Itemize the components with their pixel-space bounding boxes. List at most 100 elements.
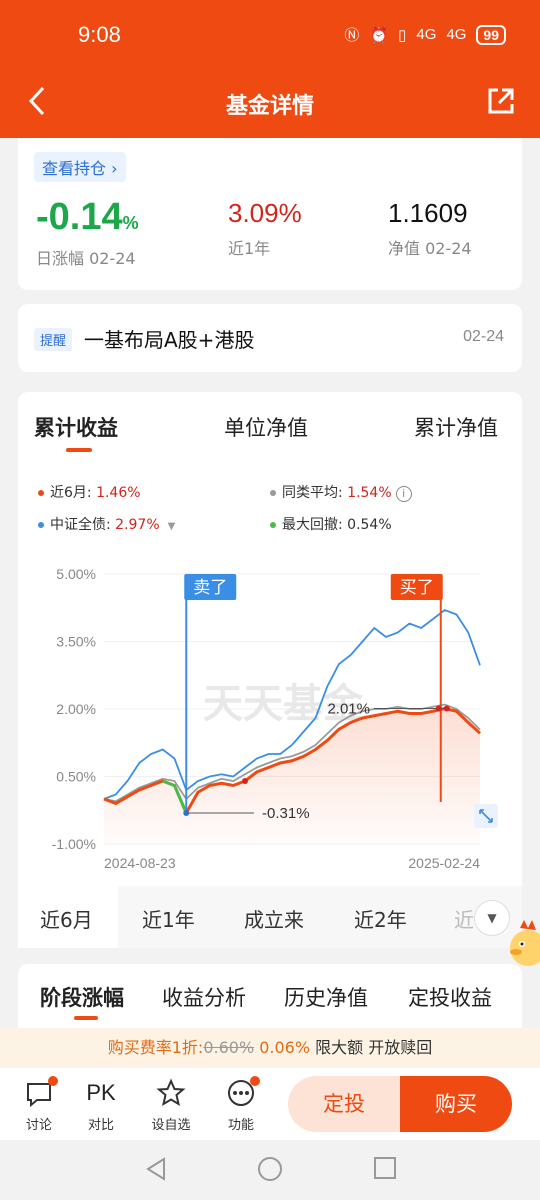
nav-label: 净值 02-24	[388, 239, 472, 258]
chart-tabs: 累计收益 单位净值 累计净值	[18, 412, 522, 452]
chevron-down-icon[interactable]: ▼	[474, 900, 510, 936]
back-triangle-icon[interactable]	[144, 1156, 168, 1182]
legend-value: 1.46%	[96, 485, 141, 501]
x-tick-label: 2024-08-23	[104, 855, 176, 871]
period-more[interactable]: 近	[454, 908, 474, 932]
status-time: 9:08	[78, 22, 121, 47]
home-circle-icon[interactable]	[257, 1156, 283, 1182]
fee-original: 0.60%	[203, 1038, 255, 1057]
function-label: 功能	[227, 1118, 254, 1133]
year-return-label: 近1年	[228, 239, 271, 258]
back-icon[interactable]	[28, 84, 46, 126]
fee-label: 购买费率1折:	[107, 1038, 204, 1057]
max-label: 2.01%	[327, 701, 370, 718]
tab-cumulative-return[interactable]: 累计收益	[34, 416, 118, 440]
tab-investment-plan-return[interactable]: 定投收益	[408, 986, 492, 1010]
nav-bar: 基金详情	[0, 70, 540, 138]
legend-fund: 近6月: 1.46%	[38, 482, 141, 502]
reminder-date: 02-24	[463, 328, 504, 345]
function-button[interactable]: 功能	[216, 1076, 266, 1133]
min-point	[183, 809, 190, 816]
reminder-card[interactable]: 提醒 一基布局A股+港股 02-24	[18, 304, 522, 372]
watch-label: 设自选	[151, 1118, 191, 1133]
fee-bar: 购买费率1折:0.60% 0.06% 限大额 开放赎回	[0, 1028, 540, 1068]
signal-icon: 4G	[416, 26, 437, 43]
tab-unit-nav[interactable]: 单位净值	[224, 416, 308, 440]
period-active-bg	[18, 886, 118, 948]
chart-watermark: 天天基金	[203, 681, 364, 727]
tab-underline	[66, 448, 92, 452]
period-since-inception[interactable]: 成立来	[244, 908, 304, 932]
info-icon[interactable]: i	[395, 486, 412, 502]
day-change-value: -0.14	[36, 196, 123, 238]
reminder-text: 一基布局A股+港股	[84, 328, 255, 352]
add-watchlist-button[interactable]: 设自选	[146, 1076, 196, 1133]
view-holdings-button[interactable]: 查看持仓 ›	[34, 152, 126, 182]
auto-invest-button[interactable]: 定投	[288, 1076, 400, 1132]
notification-dot	[48, 1076, 58, 1086]
tab-stage-return[interactable]: 阶段涨幅	[40, 986, 124, 1010]
pk-icon: PK	[86, 1080, 116, 1105]
nfc-icon: Ⓝ	[344, 27, 360, 44]
more-icon	[216, 1076, 266, 1110]
chat-icon	[14, 1076, 64, 1110]
y-tick-label: 3.50%	[56, 634, 96, 650]
legend-label: 最大回撤:	[282, 517, 348, 533]
system-nav-bar	[0, 1140, 540, 1200]
alarm-icon: ⏰	[369, 26, 389, 44]
reminder-tag: 提醒	[34, 328, 73, 351]
legend-dot	[270, 522, 276, 528]
max-point	[443, 705, 450, 712]
notification-dot	[250, 1076, 260, 1086]
legend-dot	[38, 490, 44, 496]
status-icons: Ⓝ ⏰ ▯ 4G 4G 99	[344, 24, 506, 45]
legend-dot	[270, 490, 276, 496]
mascot-icon[interactable]	[506, 914, 540, 976]
vibrate-icon: ▯	[398, 26, 407, 44]
chart-card: 累计收益 单位净值 累计净值 近6月: 1.46% 同类平均: 1.54% i 中…	[18, 392, 522, 948]
legend-label: 近6月:	[50, 485, 97, 501]
signal-icon: 4G	[446, 26, 467, 43]
fund-summary-card: 查看持仓 › -0.14% 日涨幅 02-24 3.09% 近1年 1.1609…	[18, 138, 522, 290]
fund-area	[104, 708, 480, 844]
star-icon	[146, 1076, 196, 1110]
battery-icon: 99	[476, 24, 506, 45]
x-tick-label: 2025-02-24	[408, 855, 480, 871]
fee-discount: 0.06%	[259, 1038, 311, 1057]
tab-cumulative-nav[interactable]: 累计净值	[414, 416, 498, 440]
legend-label: 同类平均:	[282, 485, 348, 501]
recent-apps-icon[interactable]	[373, 1156, 397, 1180]
sell-tag	[184, 574, 237, 600]
legend-label: 中证全债:	[50, 517, 116, 533]
period-2y[interactable]: 近2年	[354, 908, 407, 932]
status-bar: 9:08 Ⓝ ⏰ ▯ 4G 4G 99	[0, 0, 540, 70]
legend-peer: 同类平均: 1.54% i	[270, 482, 412, 502]
sell-label: 卖了	[193, 578, 227, 598]
return-chart[interactable]: 天天基金 卖了 买了 2.01% -0.31% 5.00% 3.50% 2.00% 0.50…	[18, 552, 522, 882]
year-return-stat: 3.09% 近1年	[228, 198, 302, 259]
expand-icon[interactable]	[474, 804, 498, 828]
tab-return-analysis[interactable]: 收益分析	[162, 986, 246, 1010]
y-tick-label: 5.00%	[56, 566, 96, 582]
day-change-label: 日涨幅 02-24	[36, 249, 136, 268]
period-selector: 近6月 近1年 成立来 近2年 近 ▼	[18, 886, 522, 948]
nav-stat: 1.1609 净值 02-24	[388, 198, 472, 259]
tab-history-nav[interactable]: 历史净值	[284, 986, 368, 1010]
compare-button[interactable]: PK 对比	[76, 1076, 126, 1133]
tab-underline	[74, 1016, 98, 1020]
share-icon[interactable]	[486, 86, 516, 120]
recovery-point	[242, 778, 248, 784]
legend-drawdown: 最大回撤: 0.54%	[270, 514, 392, 534]
period-6m[interactable]: 近6月	[40, 908, 93, 932]
max-point	[435, 705, 442, 712]
nav-value: 1.1609	[388, 198, 468, 228]
y-tick-label: 0.50%	[56, 769, 96, 785]
day-change-stat: -0.14% 日涨幅 02-24	[36, 196, 139, 269]
period-1y[interactable]: 近1年	[142, 908, 195, 932]
legend-index[interactable]: 中证全债: 2.97% ▼	[38, 514, 175, 534]
discuss-label: 讨论	[25, 1118, 52, 1133]
buy-button[interactable]: 购买	[400, 1076, 512, 1132]
dropdown-caret-icon: ▼	[167, 521, 176, 532]
discuss-button[interactable]: 讨论	[14, 1076, 64, 1133]
day-change-unit: %	[122, 213, 139, 233]
